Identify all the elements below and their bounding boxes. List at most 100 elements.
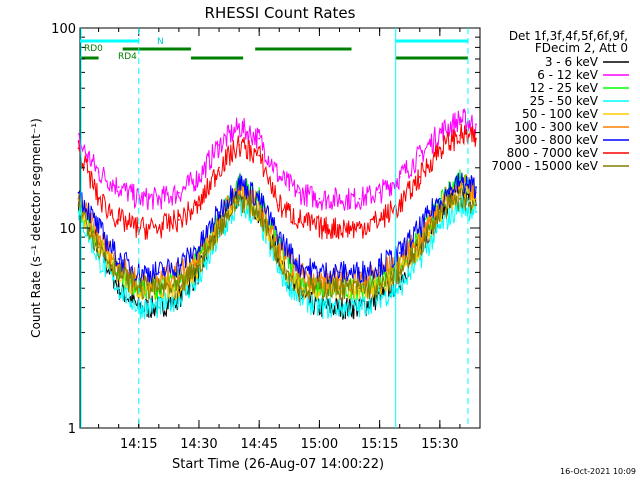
series-point (378, 287, 381, 290)
legend-label: 100 - 300 keV (514, 120, 598, 134)
series-point (77, 191, 80, 194)
series-point (338, 306, 341, 309)
legend-header-2: FDecim 2, Att 0 (535, 41, 628, 55)
series-point (398, 271, 401, 274)
axis-layer: 14:15 14:30 14:45 15:00 15:15 15:30 1 10 100 (51, 22, 481, 452)
series-point (117, 218, 120, 221)
series-point (278, 271, 281, 274)
series-point (358, 287, 361, 290)
series-point (177, 191, 180, 194)
attenuator-label: N (157, 37, 164, 47)
legend-label: 300 - 800 keV (514, 133, 598, 147)
legend-label: 3 - 6 keV (545, 55, 599, 69)
series-point (278, 246, 281, 249)
series-point (438, 131, 441, 134)
series-point (157, 287, 160, 290)
series-point (177, 218, 180, 221)
series-point (378, 264, 381, 267)
legend-label: 50 - 100 keV (522, 107, 599, 121)
series-point (438, 227, 441, 229)
series-point (218, 166, 220, 169)
x-tick-label: 14:45 (240, 437, 277, 452)
series-point (198, 264, 200, 267)
series-point (378, 218, 381, 221)
series-point (117, 258, 120, 260)
series-line-7 (78, 123, 477, 240)
series-point (238, 126, 241, 128)
series-point (177, 287, 180, 290)
series-point (418, 246, 421, 249)
decimation-label-rd0: RD0 (84, 44, 103, 54)
y-tick-label: 1 (68, 422, 76, 437)
series-point (97, 258, 100, 260)
series-point (218, 144, 220, 146)
series-point (117, 287, 120, 290)
series-point (97, 246, 100, 249)
series-point (117, 264, 120, 267)
x-tick-label: 15:00 (301, 437, 338, 452)
series-point (438, 147, 441, 150)
series-point (198, 279, 200, 281)
series-point (459, 204, 461, 207)
series-point (218, 211, 220, 214)
series-point (398, 176, 401, 178)
decimation-label-rd4: RD4 (118, 52, 137, 62)
series-point (338, 287, 341, 290)
series-point (418, 236, 421, 239)
series-point (238, 144, 241, 146)
series-point (318, 306, 321, 309)
x-axis-label: Start Time (26-Aug-07 14:00:22) (172, 457, 384, 472)
series-point (258, 154, 261, 157)
x-tick-label: 14:30 (180, 437, 217, 452)
series-point (97, 197, 100, 200)
series-point (77, 147, 80, 150)
series-point (258, 137, 261, 140)
series-point (157, 197, 160, 200)
series-point (475, 204, 477, 207)
series-point (97, 171, 100, 174)
legend-label: 7000 - 15000 keV (491, 159, 598, 173)
series-point (459, 197, 461, 200)
series-point (298, 191, 301, 194)
series-point (238, 197, 241, 200)
series-point (459, 134, 461, 137)
series-point (298, 264, 301, 267)
series-point (97, 227, 100, 229)
series-point (318, 227, 321, 229)
series-point (157, 227, 160, 229)
legend-label: 800 - 7000 keV (507, 146, 599, 160)
series-line-3 (78, 193, 477, 320)
series-point (398, 287, 401, 290)
series-layer (77, 107, 477, 320)
series-point (475, 186, 477, 189)
y-tick-label: 10 (59, 222, 76, 237)
series-point (278, 236, 281, 239)
series-point (97, 236, 100, 239)
series-point (358, 197, 361, 200)
series-point (459, 118, 461, 121)
series-point (338, 197, 341, 200)
series-point (238, 181, 241, 183)
series-point (358, 271, 361, 274)
x-tick-label: 15:15 (361, 437, 398, 452)
series-point (338, 271, 341, 274)
series-point (398, 204, 401, 207)
y-tick-label: 100 (51, 22, 76, 37)
series-point (475, 197, 477, 200)
series-point (338, 279, 341, 281)
series-point (77, 211, 80, 214)
series-point (258, 197, 261, 200)
series-point (418, 154, 421, 157)
series-point (198, 204, 200, 207)
y-axis-label: Count Rate (s⁻¹ detector segment⁻¹) (29, 118, 43, 338)
state-bars (80, 39, 468, 60)
series-point (298, 287, 301, 290)
series-point (177, 264, 180, 267)
series-point (218, 227, 220, 229)
series-point (475, 137, 477, 140)
series-point (398, 258, 401, 260)
chart-title: RHESSI Count Rates (205, 4, 356, 22)
series-point (318, 197, 321, 200)
x-tick-label: 14:15 (120, 437, 157, 452)
